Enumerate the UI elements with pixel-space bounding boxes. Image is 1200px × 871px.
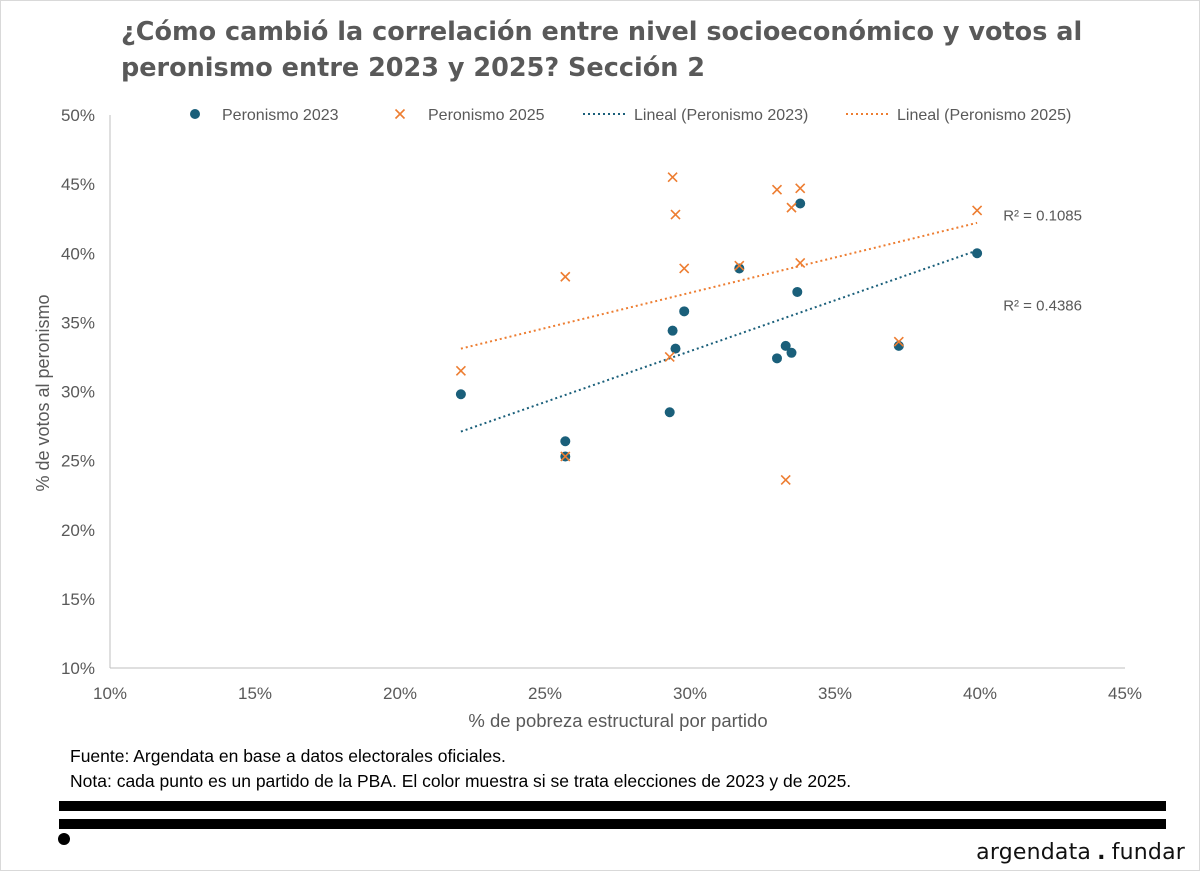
chart-notes: Fuente: Argendata en base a datos electo… xyxy=(70,744,851,794)
y-tick-label: 50% xyxy=(61,106,95,125)
y-tick-label: 40% xyxy=(61,244,95,263)
data-point-2025 xyxy=(670,209,681,220)
x-tick-label: 45% xyxy=(1108,684,1142,703)
y-tick-label: 20% xyxy=(61,521,95,540)
data-point-2025 xyxy=(795,183,806,194)
data-point-2025 xyxy=(780,474,791,486)
x-tick-label: 25% xyxy=(528,684,562,703)
legend-label-trend-2023: Lineal (Peronismo 2023) xyxy=(634,107,808,124)
x-tick-label: 15% xyxy=(238,684,272,703)
legend-label-2023: Peronismo 2023 xyxy=(222,107,339,124)
brand-dot xyxy=(58,833,70,845)
brand-logo-right: fundar xyxy=(1111,840,1185,865)
brand-logo-left: argendata xyxy=(976,840,1092,865)
x-tick-label: 10% xyxy=(93,684,127,703)
r-squared-label: R² = 0.1085 xyxy=(1003,208,1082,225)
r-squared-label: R² = 0.4386 xyxy=(1003,297,1082,314)
data-point-2023 xyxy=(772,353,782,364)
y-tick-label: 45% xyxy=(61,175,95,194)
data-point-2023 xyxy=(972,248,983,259)
y-tick-label: 35% xyxy=(61,313,95,332)
data-point-2025 xyxy=(893,336,904,347)
data-point-2023 xyxy=(455,389,466,400)
data-point-2023 xyxy=(792,286,803,297)
data-point-2023 xyxy=(734,263,745,274)
data-point-2023 xyxy=(795,198,806,209)
legend-marker-2023 xyxy=(190,109,200,119)
data-point-2025 xyxy=(667,172,678,183)
y-tick-label: 10% xyxy=(61,659,95,678)
data-point-2025 xyxy=(771,184,783,195)
data-point-2025 xyxy=(795,257,806,268)
x-tick-label: 20% xyxy=(383,684,417,703)
brand-logo: argendata. fundar xyxy=(976,840,1185,865)
trendline xyxy=(460,221,978,350)
data-point-2023 xyxy=(786,347,797,358)
data-point-2025 xyxy=(664,351,675,363)
y-tick-label: 30% xyxy=(61,383,95,402)
data-point-2023 xyxy=(780,340,791,351)
data-point-2023 xyxy=(664,407,675,418)
chart-title: ¿Cómo cambió la correlación entre nivel … xyxy=(121,14,1121,86)
brand-logo-separator: . xyxy=(1097,840,1106,865)
y-tick-label: 15% xyxy=(61,590,95,609)
data-point-2025 xyxy=(560,451,571,462)
data-point-2025 xyxy=(786,202,797,213)
chart-title-line-1: ¿Cómo cambió la correlación entre nivel … xyxy=(121,17,1083,47)
brand-bar-top xyxy=(59,801,1166,811)
x-axis-title: % de pobreza estructural por partido xyxy=(468,710,767,731)
y-tick-label: 25% xyxy=(61,452,95,471)
data-point-2023 xyxy=(560,436,571,447)
chart-title-line-2: peronismo entre 2023 y 2025? Sección 2 xyxy=(121,53,705,83)
data-point-2025 xyxy=(560,271,571,282)
x-tick-label: 40% xyxy=(963,684,997,703)
brand-bar-bottom xyxy=(59,819,1166,829)
legend-label-trend-2025: Lineal (Peronismo 2025) xyxy=(897,107,1071,124)
data-point-2025 xyxy=(972,205,983,216)
x-tick-label: 35% xyxy=(818,684,852,703)
data-point-2023 xyxy=(670,343,681,354)
source-note: Fuente: Argendata en base a datos electo… xyxy=(70,746,506,766)
x-tick-label: 30% xyxy=(673,684,707,703)
explanatory-note: Nota: cada punto es un partido de la PBA… xyxy=(70,771,852,791)
legend-marker-2025 xyxy=(394,108,406,120)
data-point-2023 xyxy=(667,325,678,336)
trendline xyxy=(460,249,978,433)
data-point-2025 xyxy=(455,365,466,376)
data-point-2025 xyxy=(734,260,745,271)
y-axis-title: % de votos al peronismo xyxy=(33,294,53,491)
data-point-2025 xyxy=(679,263,690,274)
legend-label-2025: Peronismo 2025 xyxy=(428,107,545,124)
data-point-2023 xyxy=(679,306,690,317)
